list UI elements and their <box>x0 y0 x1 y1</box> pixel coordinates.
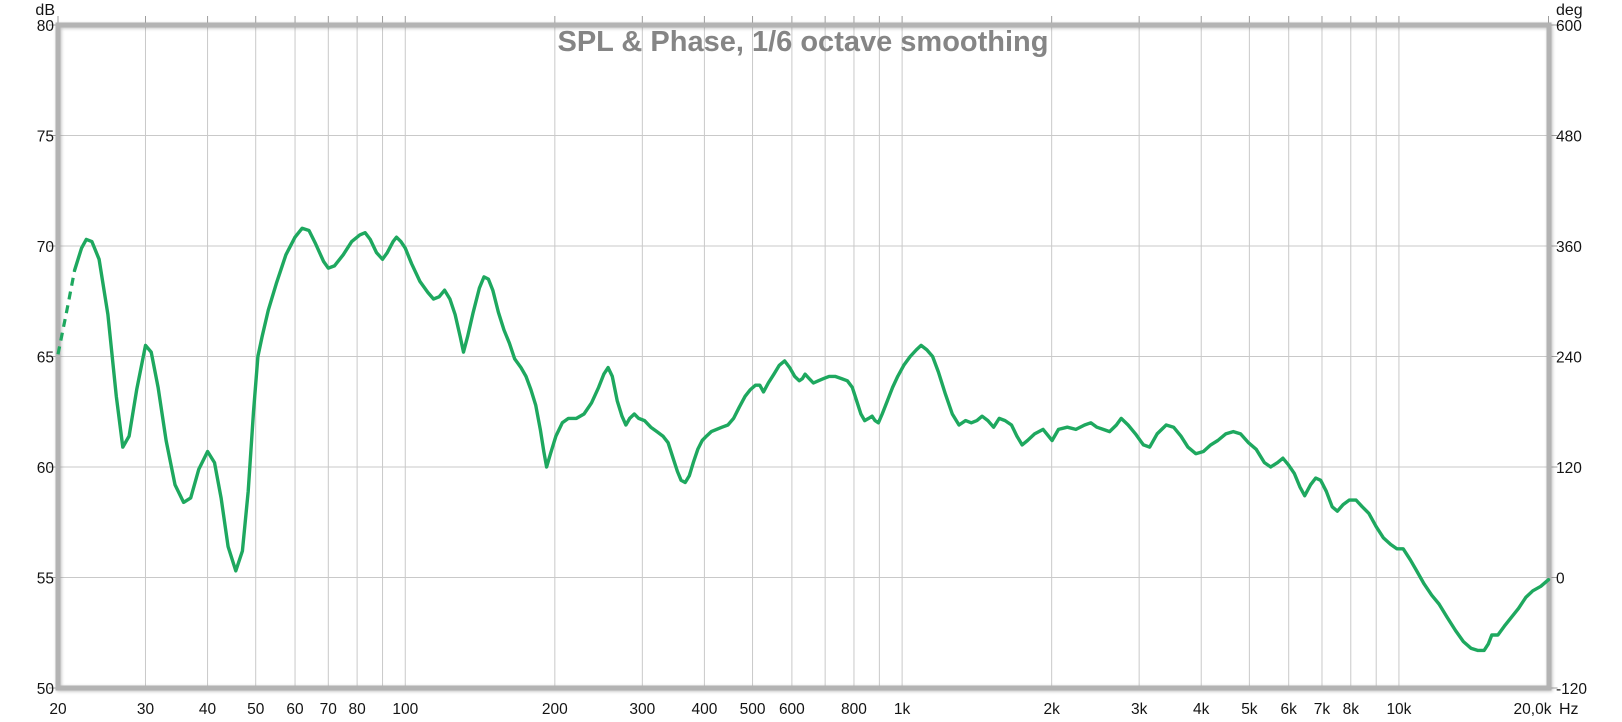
db-axis-unit: dB <box>35 2 55 19</box>
deg-axis-unit: deg <box>1556 2 1583 19</box>
curve-layer <box>56 226 1551 653</box>
freq-tick-label: 70 <box>320 701 338 718</box>
freq-tick-label: 800 <box>841 701 867 718</box>
deg-tick-label: 360 <box>1556 239 1582 256</box>
freq-tick-label: 200 <box>542 701 568 718</box>
hz-axis-unit: Hz <box>1559 701 1579 718</box>
freq-tick-label: 4k <box>1193 701 1210 718</box>
freq-tick-label: 2k <box>1043 701 1060 718</box>
db-tick-label: 60 <box>37 460 55 477</box>
freq-tick-label: 300 <box>629 701 655 718</box>
freq-tick-label: 30 <box>137 701 155 718</box>
spl-curve-dashed <box>56 269 77 355</box>
deg-tick-label: 480 <box>1556 129 1582 146</box>
axis-label-layer: 80 600 75 480 70 360 65 240 60 120 55 0 50 -120 20 30 40… <box>37 18 1588 718</box>
deg-tick-label: 0 <box>1556 571 1565 588</box>
freq-tick-label: 500 <box>740 701 766 718</box>
freq-tick-label: 100 <box>392 701 418 718</box>
freq-tick-label: 60 <box>286 701 304 718</box>
freq-tick-label: 20 <box>49 701 67 718</box>
freq-tick-label: 6k <box>1281 701 1298 718</box>
freq-tick-label: 80 <box>348 701 366 718</box>
db-tick-label: 75 <box>37 129 54 146</box>
freq-tick-label: 50 <box>247 701 265 718</box>
db-tick-label: 80 <box>37 18 55 35</box>
freq-tick-label: 600 <box>779 701 805 718</box>
db-tick-label: 55 <box>37 571 54 588</box>
deg-tick-label: -120 <box>1556 681 1587 698</box>
grid-layer <box>58 25 1549 688</box>
freq-tick-label: 20,0k <box>1514 701 1552 718</box>
db-tick-label: 50 <box>37 681 55 698</box>
freq-tick-label: 7k <box>1314 701 1331 718</box>
freq-tick-label: 400 <box>691 701 717 718</box>
db-tick-label: 65 <box>37 350 54 367</box>
deg-tick-label: 240 <box>1556 350 1582 367</box>
deg-tick-label: 120 <box>1556 460 1582 477</box>
freq-tick-label: 10k <box>1386 701 1411 718</box>
deg-tick-label: 600 <box>1556 18 1582 35</box>
freq-tick-label: 5k <box>1241 701 1258 718</box>
plot-frame <box>55 22 1552 691</box>
freq-tick-label: 1k <box>894 701 911 718</box>
freq-tick-label: 40 <box>199 701 217 718</box>
chart-title: SPL & Phase, 1/6 octave smoothing <box>557 26 1048 58</box>
spl-curve <box>72 226 1551 653</box>
freq-tick-label: 8k <box>1343 701 1360 718</box>
tickmark-layer <box>49 16 1558 689</box>
db-tick-label: 70 <box>37 239 55 256</box>
freq-tick-label: 3k <box>1131 701 1148 718</box>
